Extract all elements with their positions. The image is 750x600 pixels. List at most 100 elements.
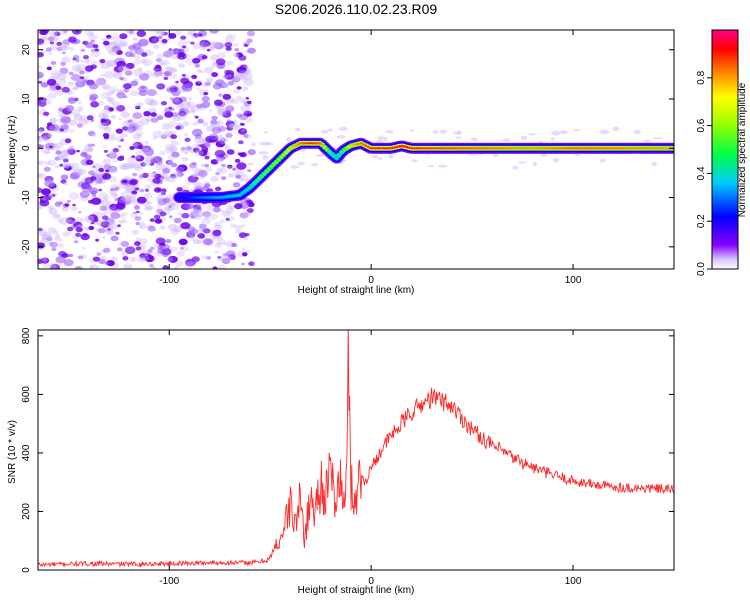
noise-speck: [223, 83, 230, 89]
ridge-mark: [580, 147, 583, 150]
noise-speck: [144, 205, 152, 211]
noise-speck: [170, 53, 180, 60]
ridge-mark: [592, 147, 595, 150]
ridge-mark: [304, 142, 307, 145]
noise-speck: [492, 153, 499, 158]
y-tick-label: -20: [21, 239, 32, 254]
ridge-mark: [384, 147, 387, 150]
noise-speck: [70, 224, 77, 229]
noise-speck: [227, 104, 233, 108]
noise-speck: [388, 130, 394, 134]
noise-speck: [532, 161, 538, 167]
noise-speck: [173, 217, 182, 224]
noise-speck: [240, 100, 244, 104]
noise-speck: [215, 140, 226, 148]
noise-speck: [235, 73, 245, 81]
noise-speck: [164, 111, 174, 118]
noise-speck: [171, 112, 179, 118]
noise-speck: [127, 163, 136, 169]
ridge-mark: [294, 144, 297, 147]
noise-speck: [162, 265, 169, 269]
ridge-mark: [226, 195, 230, 198]
noise-speck: [234, 224, 243, 231]
noise-speck: [106, 97, 114, 103]
ridge-mark: [573, 147, 576, 150]
noise-speck: [193, 136, 205, 144]
ridge-mark: [563, 147, 566, 150]
noise-speck: [219, 209, 224, 213]
noise-speck: [65, 217, 76, 224]
noise-speck: [221, 81, 226, 85]
y-tick-label: 20: [21, 44, 32, 56]
noise-speck: [263, 131, 269, 134]
noise-speck: [209, 47, 216, 52]
noise-speck: [190, 260, 197, 265]
noise-speck: [240, 104, 251, 112]
ridge-mark: [182, 196, 186, 199]
ridge-mark: [187, 196, 191, 199]
noise-speck: [99, 61, 111, 69]
noise-speck: [104, 261, 110, 265]
noise-speck: [102, 83, 112, 91]
noise-speck: [64, 182, 69, 186]
noise-speck: [148, 30, 154, 33]
noise-speck: [217, 264, 226, 269]
noise-speck: [226, 149, 235, 155]
noise-speck: [236, 66, 247, 74]
noise-speck: [166, 212, 171, 216]
noise-speck: [38, 52, 44, 58]
noise-speck: [126, 196, 136, 203]
noise-speck: [135, 151, 143, 157]
noise-speck: [175, 80, 179, 84]
noise-speck: [187, 231, 195, 237]
noise-speck: [109, 90, 116, 95]
noise-speck: [612, 126, 620, 132]
ridge-mark: [449, 147, 453, 150]
noise-speck: [87, 147, 94, 153]
noise-speck: [243, 134, 249, 138]
noise-speck: [214, 42, 224, 50]
noise-speck: [163, 176, 170, 182]
ridge-mark: [430, 147, 433, 150]
noise-speck: [58, 217, 70, 225]
noise-speck: [57, 44, 67, 52]
noise-speck: [180, 247, 185, 250]
noise-speck: [42, 263, 49, 268]
noise-speck: [75, 30, 80, 33]
noise-speck: [129, 193, 137, 199]
noise-speck: [240, 76, 248, 82]
ridge-mark: [425, 147, 428, 150]
noise-speck: [227, 123, 236, 129]
noise-speck: [573, 128, 581, 132]
noise-speck: [124, 246, 136, 254]
noise-speck: [64, 203, 70, 207]
noise-speck: [79, 76, 85, 80]
noise-speck: [101, 173, 112, 180]
noise-speck: [221, 258, 231, 265]
noise-speck: [63, 44, 68, 49]
colorbar: 0.0 0.2 0.4 0.6 0.8 Normalized spectral ampl…: [696, 29, 748, 276]
noise-speck: [108, 107, 114, 112]
noise-speck: [120, 163, 129, 170]
noise-speck: [220, 82, 227, 87]
noise-speck: [130, 164, 135, 168]
noise-speck: [147, 201, 153, 205]
ridge-mark: [204, 196, 208, 199]
x-tick-label: 100: [565, 275, 582, 286]
ridge-mark: [463, 147, 467, 150]
noise-speck: [205, 77, 214, 83]
noise-speck: [137, 67, 143, 72]
noise-speck: [219, 219, 225, 224]
ridge-mark: [631, 147, 634, 150]
noise-speck: [110, 132, 116, 136]
noise-speck: [177, 212, 183, 216]
noise-speck: [88, 225, 95, 231]
noise-speck: [112, 148, 119, 153]
noise-speck: [262, 155, 269, 160]
noise-speck: [210, 64, 216, 69]
ridge-mark: [466, 147, 470, 150]
noise-speck: [243, 78, 254, 86]
ridge-mark: [638, 147, 641, 150]
noise-speck: [225, 120, 235, 128]
